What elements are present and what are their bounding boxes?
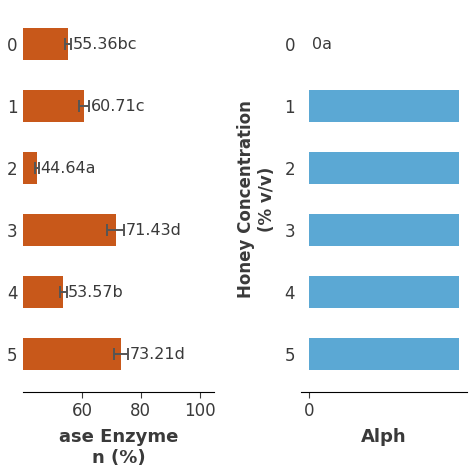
Bar xyxy=(309,276,459,309)
Bar xyxy=(309,152,459,184)
Bar xyxy=(0,28,68,60)
Text: 60.71c: 60.71c xyxy=(91,99,146,114)
Bar xyxy=(309,90,459,122)
Bar xyxy=(0,152,37,184)
Text: 0a: 0a xyxy=(312,36,332,52)
X-axis label: Alph: Alph xyxy=(361,428,407,446)
Text: 73.21d: 73.21d xyxy=(130,347,186,362)
Bar xyxy=(0,276,63,309)
Y-axis label: Honey Concentration
(% v/v): Honey Concentration (% v/v) xyxy=(237,100,276,298)
Bar xyxy=(309,214,459,246)
Text: 55.36bc: 55.36bc xyxy=(73,36,137,52)
Text: 53.57b: 53.57b xyxy=(68,285,124,300)
Bar xyxy=(309,338,459,370)
Text: 44.64a: 44.64a xyxy=(40,161,96,176)
Text: 71.43d: 71.43d xyxy=(125,223,181,238)
X-axis label: ase Enzyme
n (%): ase Enzyme n (%) xyxy=(59,428,179,467)
Bar xyxy=(0,214,116,246)
Bar xyxy=(0,338,121,370)
Bar xyxy=(0,90,84,122)
